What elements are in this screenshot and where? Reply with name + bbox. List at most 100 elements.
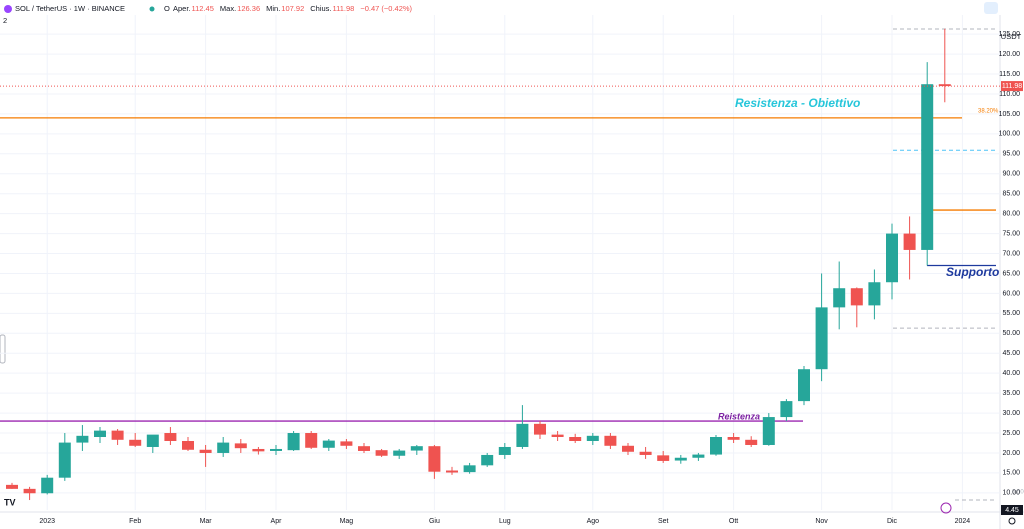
candle-body <box>129 439 142 446</box>
ohlc-fields: Aper. 112.45 Max. 126.36 Min. 107.92 Chius. 111… <box>173 4 413 13</box>
candle-body <box>622 445 634 452</box>
candle-body <box>358 446 370 451</box>
candle-body <box>146 434 159 447</box>
annotation: Supporto <box>946 265 999 279</box>
candle-body <box>921 84 934 250</box>
candle-body <box>217 442 230 453</box>
y-tick-label: 65.00 <box>1002 270 1020 277</box>
x-tick-label: Mar <box>200 518 213 525</box>
candle-body <box>393 450 406 456</box>
logo: TV <box>4 497 16 507</box>
candle-body <box>780 401 793 418</box>
candle-body <box>903 233 916 250</box>
y-tick-label: 95.00 <box>1002 151 1020 158</box>
candle-body <box>657 455 670 461</box>
candle-body <box>111 430 124 440</box>
candle-body <box>6 484 18 489</box>
candle-body <box>305 433 318 448</box>
candle-body <box>322 440 335 448</box>
candle-body <box>446 470 458 473</box>
candle-body <box>340 441 353 446</box>
candle-body <box>463 465 476 473</box>
candle-body <box>58 442 71 478</box>
candle-body <box>516 423 529 447</box>
x-tick-label: 2024 <box>955 518 971 525</box>
candle-body <box>375 450 388 456</box>
y-tick-label: 15.00 <box>1002 470 1020 477</box>
ohlc-label: Aper. <box>173 4 191 13</box>
candle-body <box>41 477 54 494</box>
settings-icon[interactable] <box>1008 517 1016 525</box>
side-handle[interactable] <box>0 334 6 364</box>
x-tick-label: Giu <box>429 518 440 525</box>
y-tick-label: 110.00 <box>999 91 1020 98</box>
indicators-count[interactable]: 2 <box>3 16 7 25</box>
candle-body <box>481 454 494 466</box>
ohlc-change: −0.47 (−0.42%) <box>360 4 412 13</box>
plot: 38.20% 0.000 <box>0 15 1024 510</box>
currency[interactable]: USDT <box>1001 32 1022 41</box>
bottom-label: 4.45 <box>1005 507 1019 514</box>
candle-body <box>199 449 212 453</box>
candle-body <box>692 454 705 458</box>
ohlc-value: 126.36 <box>237 4 260 13</box>
y-tick-label: 100.00 <box>999 131 1021 138</box>
y-tick-label: 30.00 <box>1002 410 1020 417</box>
x-tick-label: Dic <box>887 518 898 525</box>
candle-body <box>762 417 775 445</box>
candle-body <box>428 446 441 472</box>
y-tick-label: 90.00 <box>1002 171 1020 178</box>
candle-body <box>164 433 177 441</box>
y-tick-label: 25.00 <box>1002 430 1020 437</box>
y-tick-label: 120.00 <box>999 51 1021 58</box>
y-tick-label: 70.00 <box>1002 250 1020 257</box>
y-tick-label: 60.00 <box>1002 290 1020 297</box>
y-tick-label: 35.00 <box>1002 390 1020 397</box>
candle-body <box>498 446 511 455</box>
annotation: Reistenza <box>718 411 760 421</box>
annotation: Resistenza - Obiettivo <box>735 96 860 110</box>
candle-body <box>287 433 300 451</box>
alert-icon[interactable] <box>940 502 952 514</box>
x-tick-label: Ago <box>587 518 600 525</box>
candle-body <box>252 448 265 452</box>
x-tick-label: Ott <box>729 518 738 525</box>
candle-body <box>886 233 898 283</box>
x-tick-label: 2023 <box>39 518 55 525</box>
candle-body <box>270 448 282 451</box>
ohlc-value: 112.45 <box>192 4 214 13</box>
candle-body <box>868 282 881 306</box>
level-label: 38.20% <box>978 108 999 114</box>
y-tick-label: 80.00 <box>1002 210 1020 217</box>
y-tick-label: 40.00 <box>1002 370 1020 377</box>
ohlc-label: Min. <box>266 4 280 13</box>
candle-body <box>586 435 599 441</box>
last-price-box <box>1001 81 1023 92</box>
y-tick-label: 55.00 <box>1002 310 1020 317</box>
candle-body <box>94 430 106 438</box>
symbol-icon <box>4 5 12 13</box>
level-label: 0.000 <box>1012 490 1024 496</box>
symbol: SOL / TetherUS · 1W · BINANCE <box>15 4 125 13</box>
ohlc-label: Max. <box>220 4 236 13</box>
x-tick-label: Mag <box>340 518 354 525</box>
candle-body <box>815 307 828 370</box>
compare-button[interactable] <box>984 2 998 14</box>
candle-body <box>727 437 740 440</box>
y-tick-label: 75.00 <box>1002 230 1020 237</box>
ohlc-value: 111.98 <box>333 4 355 13</box>
y-tick-label: 50.00 <box>1002 330 1020 337</box>
y-tick-label: 45.00 <box>1002 350 1020 357</box>
y-tick-label: 105.00 <box>999 111 1021 118</box>
y-tick-label: 10.00 <box>1002 490 1020 497</box>
status-dot <box>149 6 155 12</box>
y-tick-label: 125.00 <box>999 31 1021 38</box>
y-tick-label: 115.00 <box>999 71 1020 78</box>
candle-body <box>569 437 582 441</box>
candle-body <box>938 84 951 87</box>
x-tick-label: Lug <box>499 518 511 525</box>
bottom-box <box>1001 505 1023 515</box>
x-tick-label: Feb <box>129 518 141 525</box>
candle-body <box>551 434 564 438</box>
